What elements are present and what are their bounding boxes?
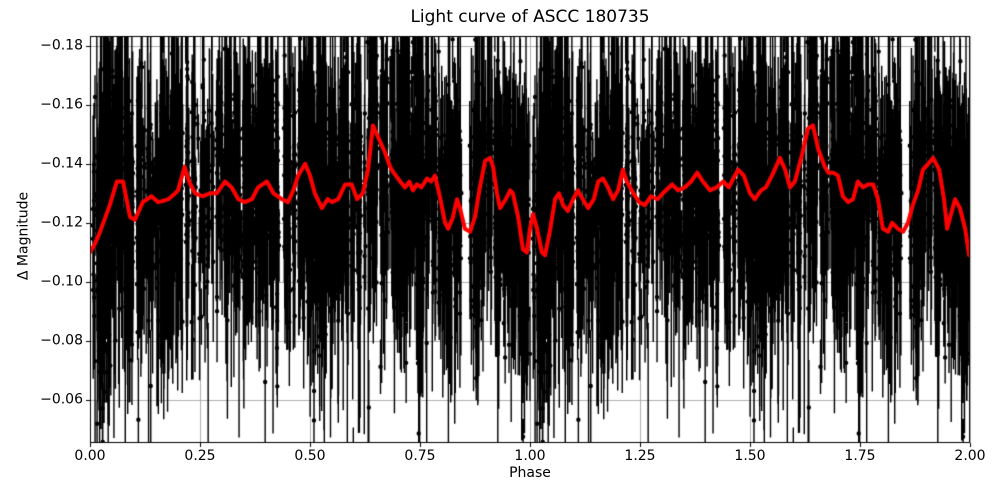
x-tick-label: 1.25 [624, 448, 656, 464]
y-tick-label: −0.06 [40, 391, 83, 408]
chart-title: Light curve of ASCC 180735 [410, 7, 650, 27]
x-tick-label: 0.25 [184, 448, 216, 464]
x-axis-label: Phase [509, 465, 551, 481]
x-tick-label: 2.00 [954, 448, 986, 464]
x-tick-label: 1.75 [844, 448, 876, 464]
y-tick-label: −0.16 [40, 96, 83, 113]
y-tick-label: −0.14 [40, 155, 83, 172]
y-tick-label: −0.18 [40, 37, 83, 54]
y-axis-label: Δ Magnitude [15, 191, 32, 281]
y-tick-label: −0.08 [40, 332, 83, 349]
x-tick-label: 0.00 [74, 448, 106, 464]
x-tick-label: 0.50 [294, 448, 326, 464]
x-tick-label: 1.50 [734, 448, 766, 464]
y-tick-label: −0.12 [40, 214, 83, 231]
y-tick-label: −0.10 [40, 273, 83, 290]
x-tick-label: 0.75 [404, 448, 436, 464]
x-tick-label: 1.00 [514, 448, 546, 464]
